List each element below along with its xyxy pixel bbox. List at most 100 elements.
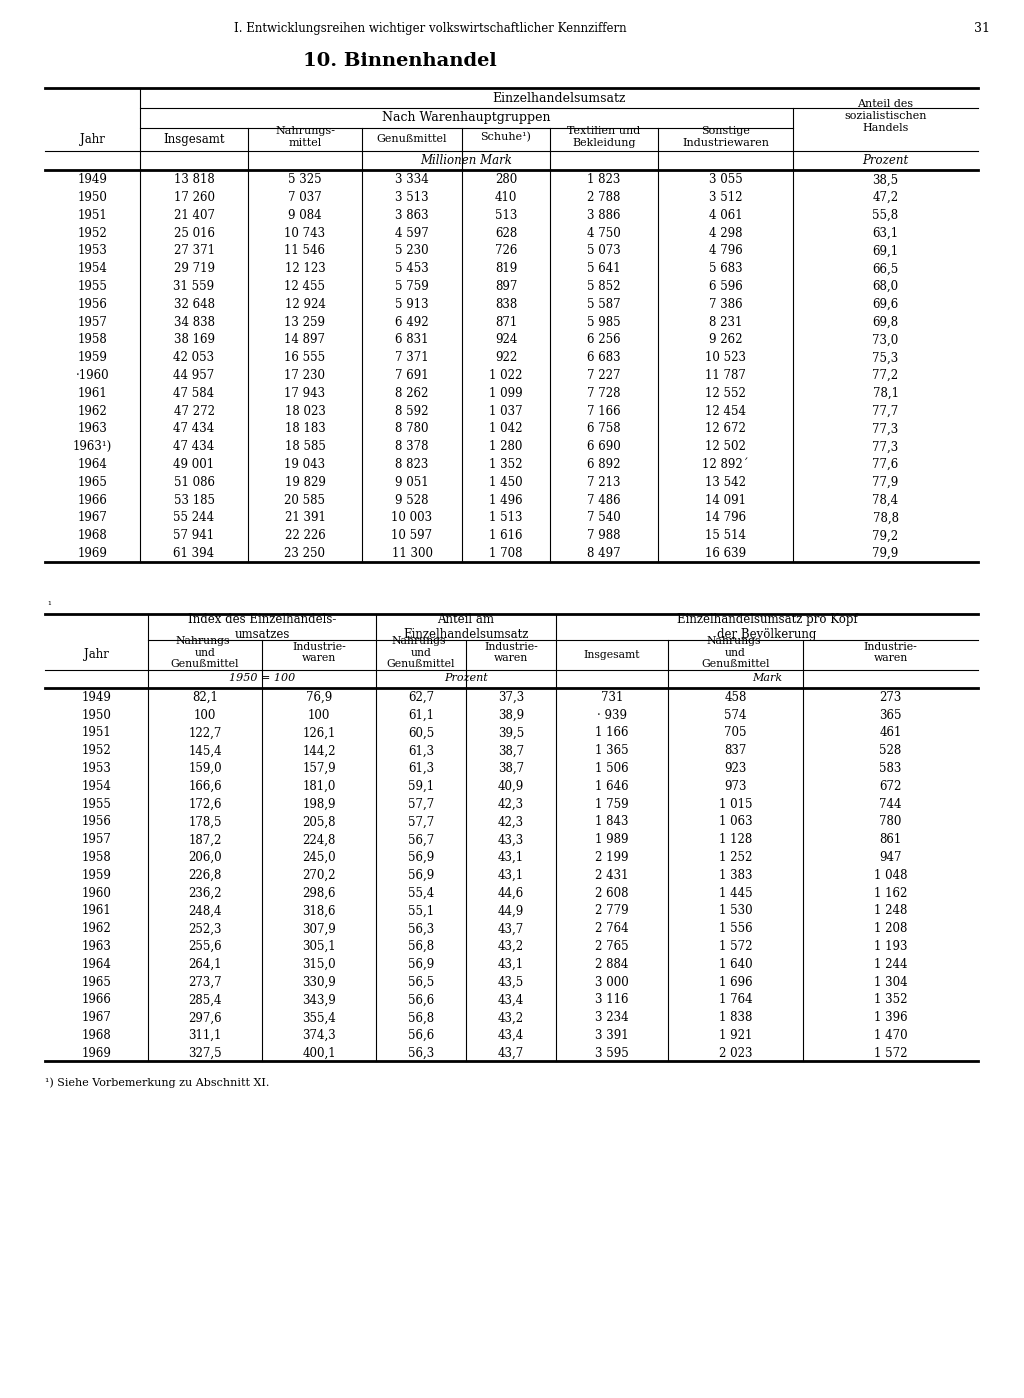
- Text: 1 352: 1 352: [873, 994, 907, 1007]
- Text: 66,5: 66,5: [872, 263, 899, 275]
- Text: 280: 280: [495, 173, 517, 186]
- Text: 55,8: 55,8: [872, 208, 899, 222]
- Text: 8 592: 8 592: [395, 404, 429, 418]
- Text: 56,3: 56,3: [408, 1047, 434, 1060]
- Text: 1 162: 1 162: [873, 886, 907, 900]
- Text: 1 513: 1 513: [489, 512, 522, 524]
- Text: 1 042: 1 042: [489, 422, 522, 436]
- Text: 1950 = 100: 1950 = 100: [229, 672, 295, 682]
- Text: ¹: ¹: [47, 601, 51, 610]
- Text: 122,7: 122,7: [188, 727, 221, 740]
- Text: 6 758: 6 758: [587, 422, 621, 436]
- Text: 11 300: 11 300: [391, 547, 432, 561]
- Text: 1966: 1966: [82, 994, 112, 1007]
- Text: 144,2: 144,2: [302, 744, 336, 758]
- Text: 1949: 1949: [78, 173, 108, 186]
- Text: 1 252: 1 252: [719, 851, 753, 864]
- Text: 7 213: 7 213: [587, 475, 621, 489]
- Text: 1 015: 1 015: [719, 798, 753, 811]
- Text: 4 750: 4 750: [587, 226, 621, 239]
- Text: 18 023: 18 023: [285, 404, 326, 418]
- Text: 255,6: 255,6: [188, 939, 222, 953]
- Text: 14 796: 14 796: [705, 512, 746, 524]
- Text: 53 185: 53 185: [173, 493, 214, 506]
- Text: 61,3: 61,3: [408, 762, 434, 774]
- Text: 297,6: 297,6: [188, 1011, 222, 1025]
- Text: 264,1: 264,1: [188, 958, 222, 970]
- Text: 461: 461: [880, 727, 902, 740]
- Text: Jahr: Jahr: [80, 133, 104, 145]
- Text: 55,1: 55,1: [408, 905, 434, 917]
- Text: 82,1: 82,1: [193, 691, 218, 703]
- Text: 1 838: 1 838: [719, 1011, 753, 1025]
- Text: Index des Einzelhandels-
umsatzes: Index des Einzelhandels- umsatzes: [187, 612, 336, 640]
- Text: 6 256: 6 256: [587, 334, 621, 347]
- Text: 861: 861: [880, 833, 901, 846]
- Text: 172,6: 172,6: [188, 798, 222, 811]
- Text: 1 616: 1 616: [489, 530, 522, 542]
- Text: 43,1: 43,1: [498, 870, 524, 882]
- Text: 924: 924: [495, 334, 517, 347]
- Text: 10 523: 10 523: [705, 351, 746, 365]
- Text: 5 913: 5 913: [395, 298, 429, 310]
- Text: 330,9: 330,9: [302, 976, 336, 988]
- Text: 1 383: 1 383: [719, 870, 753, 882]
- Text: Millionen Mark: Millionen Mark: [421, 154, 512, 166]
- Text: 1 823: 1 823: [588, 173, 621, 186]
- Text: 1 556: 1 556: [719, 923, 753, 935]
- Text: 1 843: 1 843: [595, 815, 629, 829]
- Text: 126,1: 126,1: [302, 727, 336, 740]
- Text: 2 884: 2 884: [595, 958, 629, 970]
- Text: 3 513: 3 513: [395, 192, 429, 204]
- Text: Nahrungs-
und
Genußmittel: Nahrungs- und Genußmittel: [171, 636, 240, 670]
- Text: 1961: 1961: [82, 905, 112, 917]
- Text: 19 829: 19 829: [285, 475, 326, 489]
- Text: 1953: 1953: [78, 245, 108, 257]
- Text: 1 572: 1 572: [873, 1047, 907, 1060]
- Text: 1954: 1954: [78, 263, 108, 275]
- Text: 5 985: 5 985: [587, 316, 621, 329]
- Text: 78,4: 78,4: [872, 493, 899, 506]
- Text: 1951: 1951: [78, 208, 108, 222]
- Text: 21 391: 21 391: [285, 512, 326, 524]
- Text: 12 123: 12 123: [285, 263, 326, 275]
- Text: 43,4: 43,4: [498, 1029, 524, 1042]
- Text: 343,9: 343,9: [302, 994, 336, 1007]
- Text: 68,0: 68,0: [872, 280, 899, 294]
- Text: 8 231: 8 231: [709, 316, 742, 329]
- Text: 307,9: 307,9: [302, 923, 336, 935]
- Text: 38 169: 38 169: [173, 334, 214, 347]
- Text: 1955: 1955: [78, 280, 108, 294]
- Text: 897: 897: [495, 280, 517, 294]
- Text: 40,9: 40,9: [498, 780, 524, 793]
- Text: 5 759: 5 759: [395, 280, 429, 294]
- Text: 42,3: 42,3: [498, 798, 524, 811]
- Text: 3 863: 3 863: [395, 208, 429, 222]
- Text: 6 683: 6 683: [587, 351, 621, 365]
- Text: 245,0: 245,0: [302, 851, 336, 864]
- Text: 1 696: 1 696: [719, 976, 753, 988]
- Text: 1 063: 1 063: [719, 815, 753, 829]
- Text: 726: 726: [495, 245, 517, 257]
- Text: 1 496: 1 496: [489, 493, 523, 506]
- Text: 79,2: 79,2: [872, 530, 899, 542]
- Text: 1 099: 1 099: [489, 387, 523, 400]
- Text: 1949: 1949: [82, 691, 112, 703]
- Text: 206,0: 206,0: [188, 851, 222, 864]
- Text: 273: 273: [880, 691, 902, 703]
- Text: 7 728: 7 728: [587, 387, 621, 400]
- Text: 513: 513: [495, 208, 517, 222]
- Text: 2 431: 2 431: [595, 870, 629, 882]
- Text: Industrie-
waren: Industrie- waren: [863, 642, 918, 664]
- Text: Textilien und
Bekleidung: Textilien und Bekleidung: [567, 126, 641, 148]
- Text: 1 352: 1 352: [489, 459, 522, 471]
- Text: 56,9: 56,9: [408, 958, 434, 970]
- Text: 2 608: 2 608: [595, 886, 629, 900]
- Text: 1967: 1967: [82, 1011, 112, 1025]
- Text: 744: 744: [880, 798, 902, 811]
- Text: 56,3: 56,3: [408, 923, 434, 935]
- Text: 1955: 1955: [82, 798, 112, 811]
- Text: 47 584: 47 584: [173, 387, 215, 400]
- Text: 400,1: 400,1: [302, 1047, 336, 1060]
- Text: 32 648: 32 648: [173, 298, 214, 310]
